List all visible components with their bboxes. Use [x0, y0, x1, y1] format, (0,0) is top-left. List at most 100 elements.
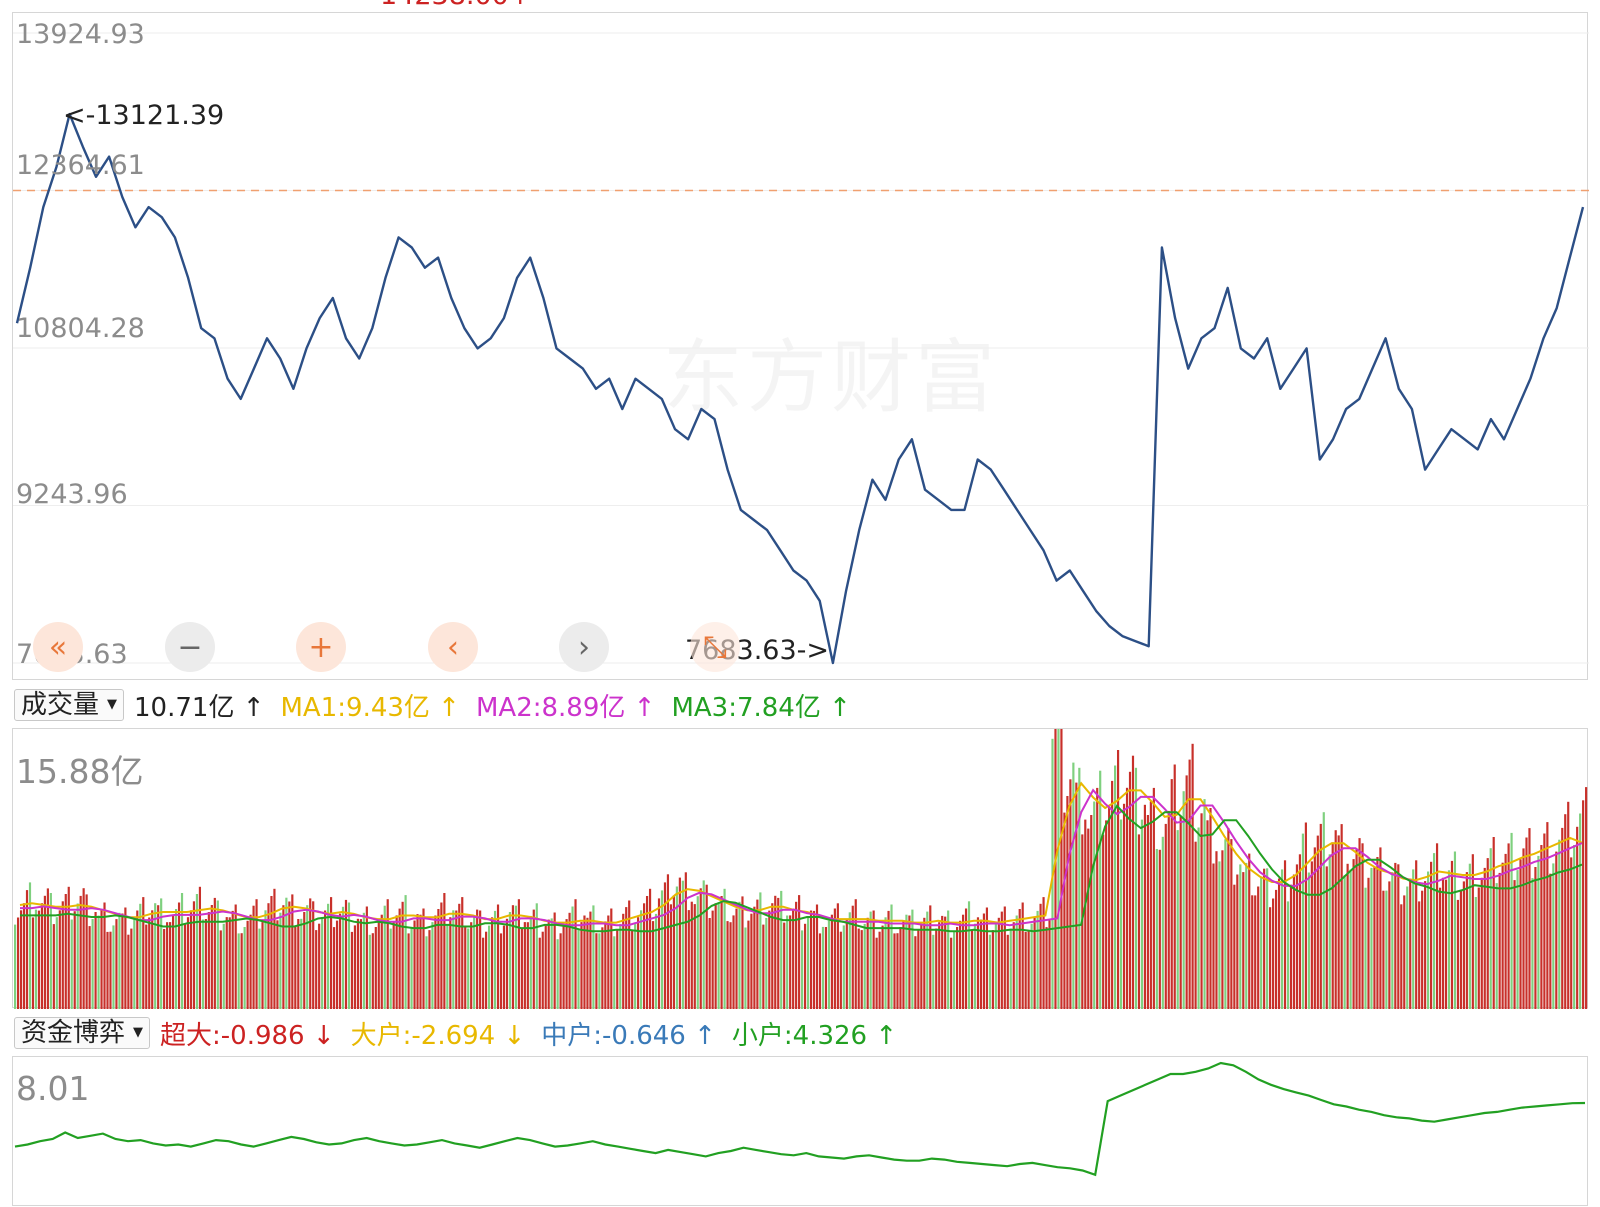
volume-bar	[845, 919, 848, 1009]
volume-bar	[464, 927, 467, 1009]
volume-bar	[1486, 858, 1489, 1009]
volume-bar	[1292, 874, 1296, 1009]
volume-bar	[1018, 909, 1021, 1009]
volume-bar	[806, 917, 810, 1009]
volume-bar	[1233, 884, 1236, 1009]
volume-bar	[684, 872, 687, 1009]
volume-bar	[288, 901, 291, 1009]
volume-bar	[1576, 826, 1579, 1009]
volume-bar	[496, 904, 500, 1009]
volume-bar	[270, 896, 273, 1009]
volume-bar	[1248, 853, 1251, 1009]
volume-bar	[136, 910, 139, 1009]
volume-bar	[932, 934, 935, 1009]
price-chart-svg	[13, 32, 1589, 665]
volume-bar	[1340, 824, 1343, 1009]
volume-bar	[514, 905, 517, 1009]
volume-bar	[1465, 872, 1468, 1009]
rewind-button[interactable]: «	[33, 622, 83, 672]
volume-bar	[1516, 870, 1519, 1009]
fund-indicator-select[interactable]: 资金博弈 ▼	[14, 1017, 151, 1049]
volume-bar	[410, 926, 413, 1009]
volume-bar	[789, 915, 792, 1009]
volume-bar	[529, 915, 532, 1009]
zoom-in-button[interactable]: +	[296, 622, 346, 672]
volume-bar	[1537, 855, 1540, 1009]
volume-bar	[771, 903, 774, 1009]
volume-bar	[97, 915, 100, 1009]
volume-bar	[711, 910, 714, 1009]
volume-bar	[458, 903, 461, 1009]
volume-bar	[812, 910, 816, 1009]
volume-bar	[1549, 873, 1552, 1009]
volume-bar	[565, 919, 568, 1009]
volume-bar	[318, 923, 321, 1009]
volume-bar	[1024, 931, 1027, 1009]
volume-bar	[1093, 801, 1096, 1009]
volume-bar	[526, 922, 529, 1009]
next-button[interactable]: ›	[559, 622, 609, 672]
volume-bar	[213, 897, 216, 1009]
volume-bar	[1501, 862, 1504, 1009]
fullscreen-button[interactable]: ⤡	[690, 622, 740, 672]
volume-bar	[201, 919, 204, 1009]
volume-bar	[446, 924, 449, 1009]
volume-bar	[601, 927, 604, 1009]
volume-bar	[1012, 922, 1015, 1009]
volume-toolbar: 成交量 ▼ 10.71亿 ↑ MA1:9.43亿 ↑ MA2:8.89亿 ↑ M…	[14, 688, 851, 723]
volume-bar	[571, 906, 574, 1009]
volume-bar	[1415, 860, 1418, 1009]
volume-bar	[1519, 859, 1522, 1009]
volume-bar	[914, 936, 917, 1009]
volume-bar	[669, 904, 673, 1009]
volume-bar	[1078, 767, 1081, 1009]
volume-bar	[780, 890, 783, 1009]
volume-bar	[1373, 866, 1376, 1009]
volume-bar	[473, 915, 476, 1009]
volume-bar	[1102, 834, 1105, 1009]
volume-bar	[768, 910, 771, 1009]
volume-bar	[297, 919, 300, 1009]
volume-bar	[1510, 832, 1513, 1009]
volume-bar	[753, 906, 756, 1009]
prev-button[interactable]: ‹	[428, 622, 478, 672]
volume-bar	[1039, 903, 1042, 1009]
volume-bar	[82, 888, 85, 1009]
volume-bar	[556, 939, 559, 1009]
volume-bar	[312, 901, 315, 1009]
volume-bar	[875, 937, 878, 1009]
volume-indicator-select[interactable]: 成交量 ▼	[14, 689, 125, 721]
volume-bar	[1343, 875, 1346, 1009]
volume-bar	[1239, 864, 1242, 1009]
zoom-out-button[interactable]: −	[165, 622, 215, 672]
volume-bar	[568, 912, 571, 1009]
volume-bar	[103, 902, 106, 1009]
volume-max-label: 15.88亿	[16, 752, 144, 791]
volume-bar	[911, 909, 914, 1009]
volume-bar	[729, 922, 732, 1009]
volume-bar	[324, 910, 327, 1009]
volume-bar	[1468, 863, 1471, 1009]
volume-bar	[941, 915, 944, 1009]
volume-bar	[681, 880, 684, 1009]
volume-bar	[1128, 771, 1132, 1009]
ma2-label: MA2:8.89亿 ↑	[475, 692, 656, 723]
volume-bar	[872, 910, 875, 1009]
volume-bar	[714, 903, 717, 1009]
volume-bar	[744, 927, 747, 1009]
volume-bar	[267, 903, 270, 1009]
volume-bar	[88, 926, 91, 1009]
volume-bar	[991, 930, 994, 1009]
volume-bar	[598, 933, 601, 1009]
volume-bar	[1310, 861, 1313, 1009]
volume-bar	[353, 925, 357, 1009]
volume-bar	[592, 905, 595, 1009]
volume-bar	[792, 908, 795, 1009]
volume-bar	[1114, 765, 1117, 1009]
volume-bar	[985, 907, 989, 1009]
volume-bar	[502, 925, 506, 1009]
volume-bar	[309, 898, 312, 1009]
volume-chart-panel: 15.88亿	[12, 728, 1588, 1009]
volume-bar	[1033, 917, 1036, 1009]
watermark: 东方财富	[663, 313, 999, 429]
